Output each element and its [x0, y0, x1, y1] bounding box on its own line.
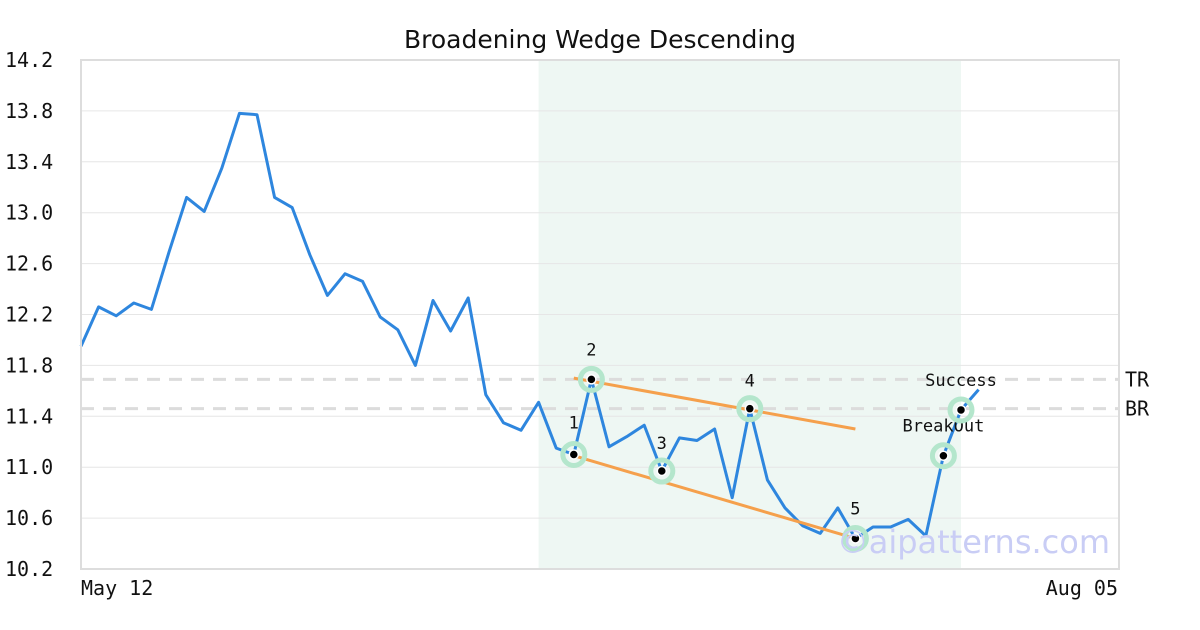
y-tick-label-3: 13.0	[5, 201, 53, 225]
x-tick-start: May 12	[81, 576, 153, 600]
series-line-0	[79, 111, 980, 540]
point-label-breakout: BreakOut	[902, 417, 984, 437]
point-label-3: 3	[657, 434, 667, 454]
plot-frame	[80, 59, 1120, 570]
point-dot-2	[586, 374, 597, 385]
level-label-br: BR	[1125, 397, 1150, 421]
y-tick-label-6: 11.8	[5, 353, 53, 377]
y-tick-label-4: 12.6	[5, 252, 53, 276]
point-label-5: 5	[850, 499, 860, 519]
point-halo-5	[841, 524, 869, 552]
point-dot-success	[955, 404, 967, 416]
x-tick-end: Aug 05	[1046, 576, 1118, 600]
y-tick-label-7: 11.4	[5, 404, 53, 428]
y-tick-label-1: 13.8	[5, 99, 53, 123]
level-label-tr: TR	[1125, 367, 1150, 391]
y-tick-label-5: 12.2	[5, 303, 53, 327]
point-dot-5	[850, 533, 861, 544]
y-tick-label-9: 10.6	[5, 506, 53, 530]
pattern-points: 1 2 3 4 5 BreakOut Success	[560, 340, 997, 552]
point-dot-1	[568, 449, 580, 460]
upper-trendline	[573, 376, 856, 431]
chart-title: Broadening Wedge Descending	[404, 25, 796, 54]
x-axis-ticks: May 12 Aug 05	[81, 576, 1118, 600]
y-axis-ticks: 14.2 13.8 13.4 13.0 12.6 12.2 11.8 11.4 11.0 10.6…	[5, 48, 53, 581]
point-halo-breakout	[929, 442, 957, 470]
point-halo-2	[577, 365, 605, 393]
point-halo-3	[648, 457, 676, 485]
y-tick-label-8: 11.0	[5, 455, 53, 479]
point-halo-1	[560, 440, 588, 468]
point-halo-success	[947, 396, 975, 424]
trendlines	[573, 376, 856, 540]
y-tick-label-10: 10.2	[5, 557, 53, 581]
point-dot-3	[656, 465, 668, 477]
y-tick-label-2: 13.4	[5, 150, 53, 174]
point-label-4: 4	[745, 372, 755, 392]
point-dot-breakout	[938, 450, 949, 461]
point-label-success: Success	[925, 371, 997, 391]
point-label-1: 1	[569, 413, 579, 433]
point-label-2: 2	[586, 340, 596, 360]
price-series	[79, 111, 980, 540]
lower-trendline	[573, 454, 856, 540]
watermark: ©aipatterns.com	[837, 523, 1110, 561]
point-halo-4	[736, 395, 764, 423]
point-dot-4	[744, 403, 756, 414]
y-tick-label-0: 14.2	[5, 48, 53, 72]
